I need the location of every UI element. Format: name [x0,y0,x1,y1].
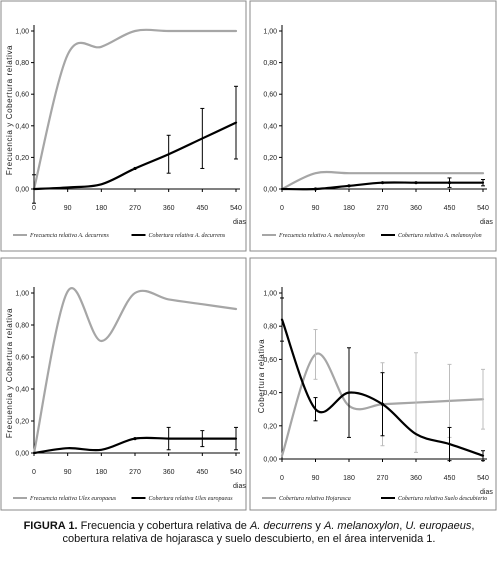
x-tick-label: 270 [129,205,141,212]
legend-label-1: Cobertura relativa Suelo descubierto [398,496,487,502]
y-axis-label: Cobertura relativa [257,339,266,413]
x-tick-label: 180 [343,475,355,482]
x-tick-label: 90 [312,475,320,482]
x-tick-label: 0 [32,469,36,476]
x-tick-label: 360 [410,475,422,482]
x-tick-label: 90 [64,205,72,212]
y-tick-label: 0,20 [15,419,29,426]
panel-frame [249,0,497,252]
y-tick-label: 0,20 [15,155,29,162]
x-axis-label: dias [233,219,246,226]
x-tick-label: 450 [196,205,208,212]
data-point [380,181,385,185]
caption-text-3: , [399,520,406,532]
caption-species-2: A. melanoxylon [323,520,400,532]
x-tick-label: 360 [163,469,175,476]
y-tick-label: 1,00 [263,29,277,36]
y-tick-label: 0,00 [15,187,29,194]
panel-frame [0,0,247,252]
x-tick-label: 90 [312,205,320,212]
caption-species-1: A. decurrens [249,520,313,532]
caption-text-1: Frecuencia y cobertura relativa de [77,520,250,532]
x-tick-label: 540 [230,469,242,476]
x-tick-label: 180 [95,469,107,476]
data-point [347,184,351,188]
y-axis-label: Frecuencia y Cobertura relativa [5,308,14,438]
legend-label-0: Frecuencia relativa Ulex europaeus [29,496,117,502]
x-tick-label: 270 [377,475,389,482]
x-tick-label: 450 [444,205,456,212]
x-tick-label: 270 [129,469,141,476]
x-axis-label: dias [480,219,493,226]
x-tick-label: 450 [196,469,208,476]
y-tick-label: 0,40 [15,387,29,394]
x-axis-label: dias [480,489,493,496]
y-tick-label: 0,40 [15,123,29,130]
x-axis-label: dias [233,483,246,490]
caption-species-3: U. europaeus [405,520,472,532]
x-tick-label: 270 [377,205,389,212]
x-tick-label: 450 [444,475,456,482]
y-tick-label: 0,80 [15,60,29,67]
y-tick-label: 0,40 [263,390,277,397]
chart-panel-melanoxylon: 0,00 0,20 0,40 0,60 0,80 1,00 0 90 180 270 360 450 5… [249,0,497,252]
x-tick-label: 180 [343,205,355,212]
legend-label-1: Cobertura relativa A. decurrens [149,233,226,239]
x-tick-label: 360 [410,205,422,212]
series-line-0 [32,287,238,455]
data-point [133,166,137,171]
caption-text-2: y [312,520,324,532]
y-tick-label: 1,00 [263,291,277,298]
legend-label-0: Cobertura relativa Hojarasca [279,496,351,502]
y-tick-label: 1,00 [15,291,29,298]
x-tick-label: 180 [95,205,107,212]
y-tick-label: 0,80 [15,323,29,330]
data-point [313,187,318,191]
x-tick-label: 0 [280,205,284,212]
y-tick-label: 0,40 [263,123,277,130]
chart-panel-hojarasca-suelo: 0,00 0,20 0,40 0,60 0,80 1,00 0 90 180 270 360 450 5… [249,257,497,511]
data-point [447,181,452,185]
series-line-0 [32,28,238,191]
legend-label-0: Frecuencia relativa A. decurrens [29,233,110,239]
panel-frame [0,257,247,511]
y-tick-label: 0,60 [263,92,277,99]
x-tick-label: 540 [230,205,242,212]
x-tick-label: 540 [477,475,489,482]
panel-frame [249,257,497,511]
y-tick-label: 0,60 [263,357,277,364]
series-line-0 [280,170,485,191]
caption-text-4: , cobertura relativa de hojarasca y suel… [62,520,475,545]
legend-label-1: Cobertura relativa Ulex europaeus [149,496,234,502]
y-tick-label: 0,80 [263,60,277,67]
y-tick-label: 0,20 [263,423,277,430]
x-tick-label: 0 [280,475,284,482]
y-tick-label: 1,00 [15,29,29,36]
chart-panel-ulex: 0,00 0,20 0,40 0,60 0,80 1,00 0 90 180 270 360 450 5… [0,257,247,511]
x-tick-label: 90 [64,469,72,476]
y-tick-label: 0,00 [263,457,277,464]
y-axis-label: Frecuencia y Cobertura relativa [5,45,14,175]
x-tick-label: 360 [163,205,175,212]
y-tick-label: 0,00 [15,451,29,458]
data-point [414,181,418,185]
y-tick-label: 0,80 [263,324,277,331]
y-tick-label: 0,00 [263,187,277,194]
y-tick-label: 0,60 [15,92,29,99]
legend-label-1: Cobertura relativa A. melanoxylon [398,233,482,239]
x-tick-label: 0 [32,205,36,212]
y-tick-label: 0,20 [263,155,277,162]
data-point [380,402,385,406]
data-point [133,437,137,441]
y-tick-label: 0,60 [15,355,29,362]
legend-label-0: Frecuencia relativa A. melanoxylon [278,233,365,239]
caption-label: FIGURA 1. [23,520,78,532]
figure-caption: FIGURA 1. Frecuencia y cobertura relativ… [0,520,498,546]
x-tick-label: 540 [477,205,489,212]
chart-panel-decurrens: 0,00 0,20 0,40 0,60 0,80 1,00 0 90 180 270 360 450 5… [0,0,247,252]
